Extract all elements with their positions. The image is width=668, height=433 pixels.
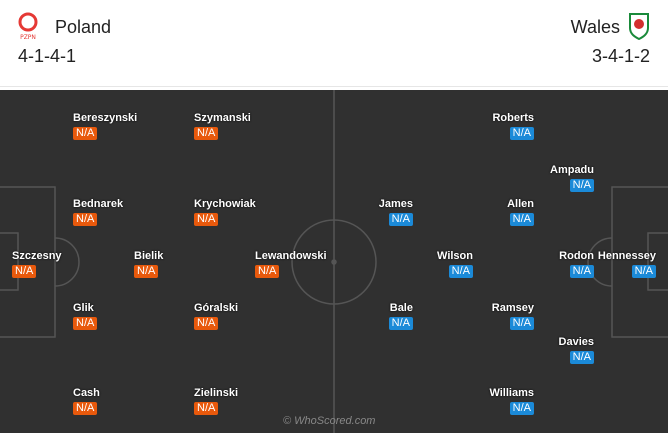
player-away[interactable]: Davies N/A	[559, 336, 594, 364]
player-name: Szczesny	[12, 250, 62, 262]
player-home[interactable]: Glik N/A	[73, 302, 98, 330]
player-home[interactable]: Bereszynski N/A	[73, 112, 137, 140]
player-rating-badge: N/A	[569, 351, 594, 364]
player-name: Roberts	[492, 112, 534, 124]
player-rating-badge: N/A	[255, 265, 280, 278]
player-rating-badge: N/A	[194, 402, 219, 415]
player-rating-badge: N/A	[194, 317, 219, 330]
match-header: PZPN Poland 4-1-4-1 Wales 3-4-1-2	[0, 0, 668, 87]
player-rating-badge: N/A	[631, 265, 656, 278]
player-rating-badge: N/A	[194, 127, 219, 140]
player-name: Ramsey	[491, 302, 534, 314]
player-name: Zielinski	[194, 387, 239, 399]
player-name: Cash	[73, 387, 100, 399]
player-name: Glik	[73, 302, 94, 314]
player-name: Rodon	[559, 250, 594, 262]
player-home[interactable]: Zielinski N/A	[194, 387, 238, 415]
player-name: Williams	[489, 387, 534, 399]
player-away[interactable]: Roberts N/A	[492, 112, 534, 140]
player-home[interactable]: Krychowiak N/A	[194, 198, 256, 226]
player-away[interactable]: Ampadu N/A	[550, 164, 594, 192]
svg-text:PZPN: PZPN	[20, 34, 36, 40]
player-name: James	[378, 198, 413, 210]
player-away[interactable]: James N/A	[379, 198, 413, 226]
player-name: Lewandowski	[255, 250, 327, 262]
player-name: Allen	[507, 198, 534, 210]
player-name: Krychowiak	[194, 198, 256, 210]
player-name: Szymanski	[194, 112, 251, 124]
player-home[interactable]: Lewandowski N/A	[255, 250, 327, 278]
player-rating-badge: N/A	[194, 213, 219, 226]
player-rating-badge: N/A	[73, 213, 98, 226]
player-name: Bereszynski	[73, 112, 138, 124]
home-formation: 4-1-4-1	[18, 46, 77, 66]
player-away[interactable]: Allen N/A	[507, 198, 534, 226]
player-rating-badge: N/A	[388, 213, 413, 226]
player-home[interactable]: Bednarek N/A	[73, 198, 123, 226]
player-rating-badge: N/A	[569, 265, 594, 278]
player-away[interactable]: Williams N/A	[489, 387, 534, 415]
player-rating-badge: N/A	[134, 265, 159, 278]
player-rating-badge: N/A	[73, 317, 98, 330]
player-rating-badge: N/A	[509, 127, 534, 140]
player-name: Bielik	[134, 250, 164, 262]
player-rating-badge: N/A	[509, 213, 534, 226]
player-rating-badge: N/A	[12, 265, 37, 278]
player-rating-badge: N/A	[509, 402, 534, 415]
pitch-markings	[0, 90, 668, 433]
player-rating-badge: N/A	[509, 317, 534, 330]
player-home[interactable]: Góralski N/A	[194, 302, 238, 330]
away-formation: 3-4-1-2	[591, 46, 650, 66]
player-home[interactable]: Cash N/A	[73, 387, 100, 415]
player-away[interactable]: Ramsey N/A	[492, 302, 534, 330]
player-rating-badge: N/A	[73, 402, 98, 415]
player-away[interactable]: Wilson N/A	[437, 250, 473, 278]
player-home[interactable]: Bielik N/A	[134, 250, 163, 278]
wales-crest-icon	[629, 13, 649, 40]
player-name: Wilson	[437, 250, 473, 262]
watermark: © WhoScored.com	[283, 415, 376, 427]
player-rating-badge: N/A	[388, 317, 413, 330]
player-name: Hennessey	[597, 250, 656, 262]
player-rating-badge: N/A	[448, 265, 473, 278]
poland-crest-icon: PZPN	[18, 12, 38, 40]
player-name: Bale	[389, 302, 413, 314]
player-away[interactable]: Hennessey N/A	[598, 250, 656, 278]
player-rating-badge: N/A	[73, 127, 98, 140]
home-team-name[interactable]: Poland	[55, 17, 112, 37]
player-name: Davies	[558, 336, 594, 348]
player-away[interactable]: Bale N/A	[388, 302, 413, 330]
pitch	[0, 90, 668, 433]
player-name: Bednarek	[73, 198, 124, 210]
player-rating-badge: N/A	[569, 179, 594, 192]
player-name: Ampadu	[550, 164, 594, 176]
player-away[interactable]: Rodon N/A	[559, 250, 594, 278]
player-home[interactable]: Szymanski N/A	[194, 112, 251, 140]
player-name: Góralski	[194, 302, 239, 314]
away-team-name[interactable]: Wales	[570, 17, 620, 37]
player-home[interactable]: Szczesny N/A	[12, 250, 62, 278]
